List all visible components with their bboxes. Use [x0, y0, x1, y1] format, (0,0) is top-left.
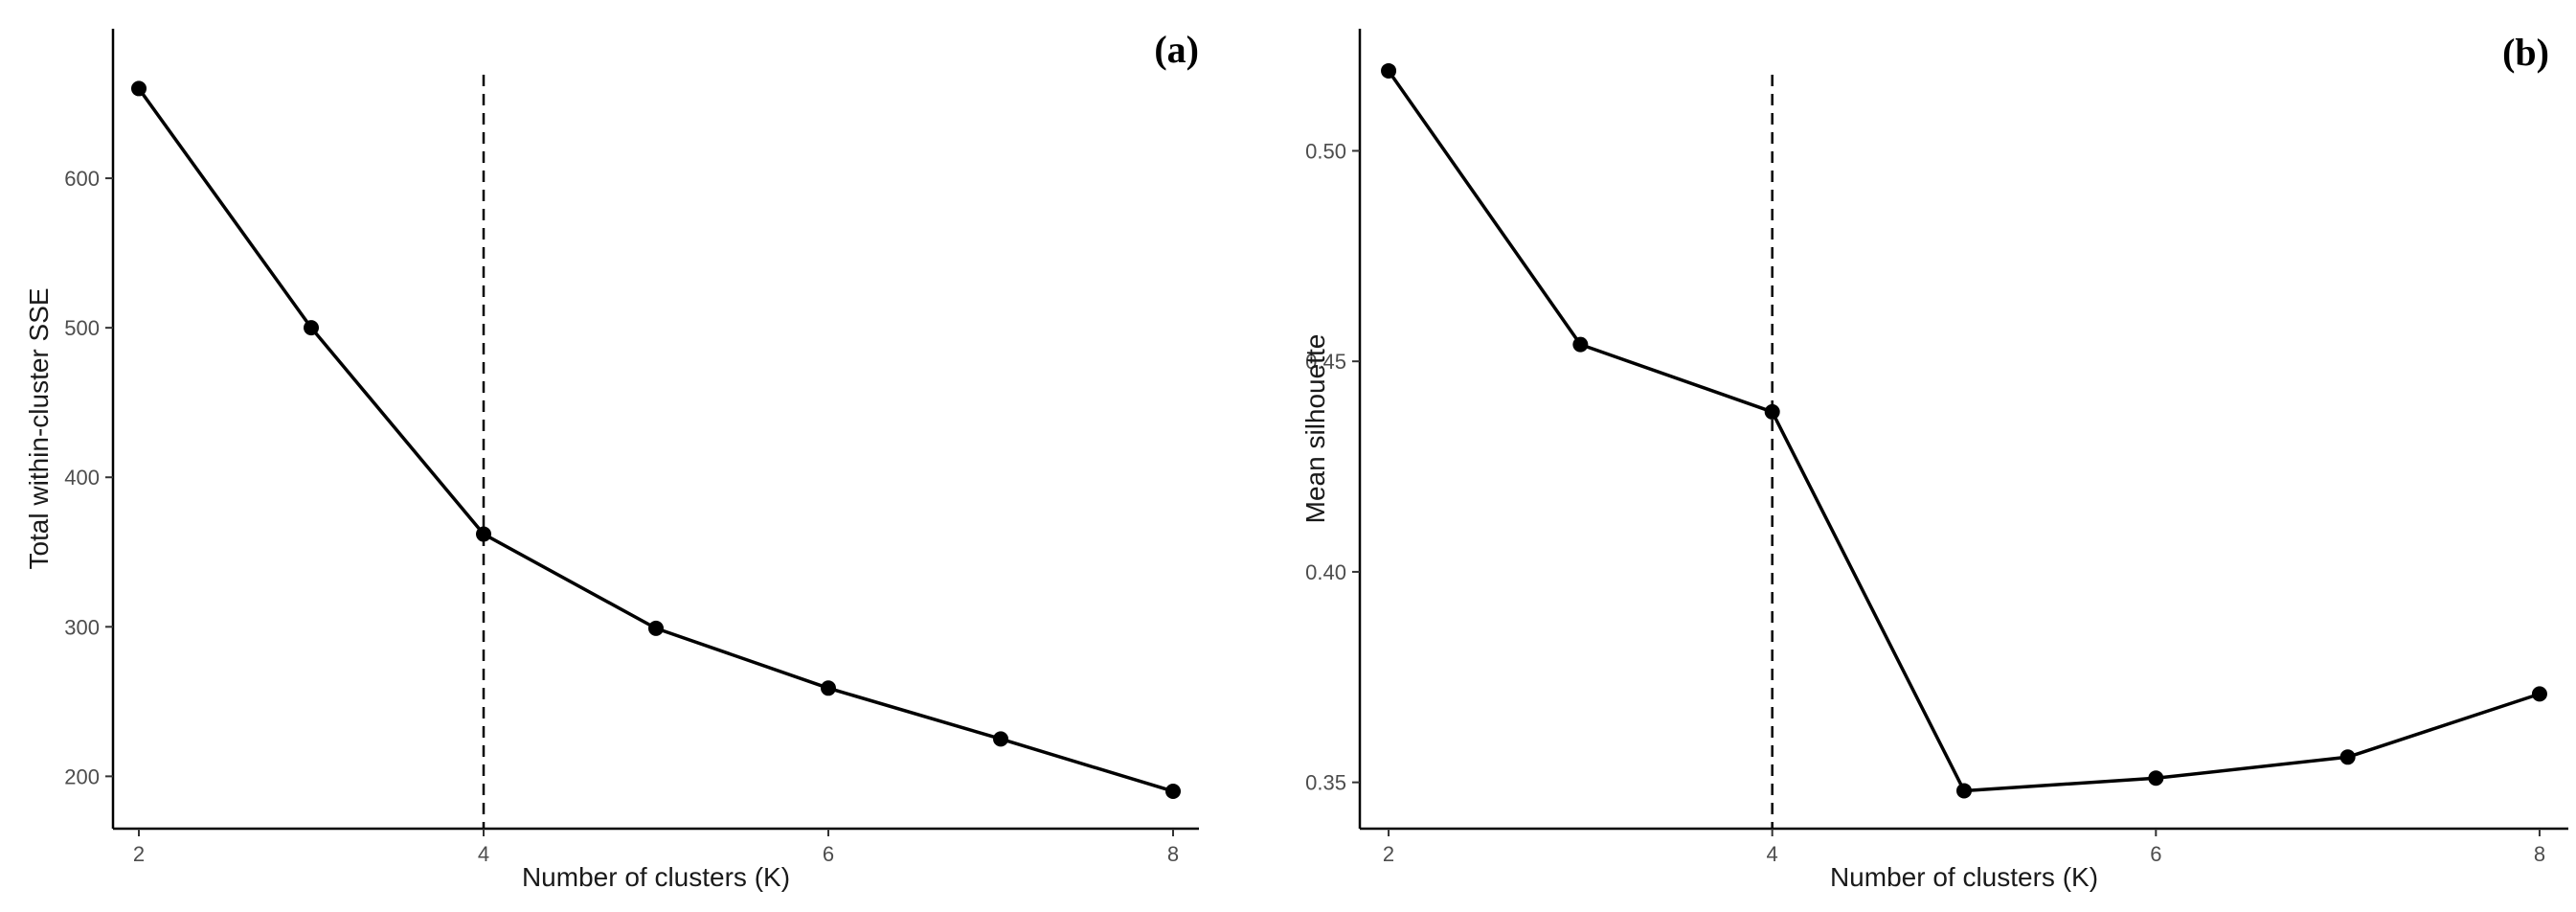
- y-axis-title: Mean silhouette: [1300, 334, 1330, 524]
- x-tick-label: 8: [1167, 842, 1179, 866]
- panel-a-sse-chart: 200 300 400 500 600 2 4 6 8 Number of clusters (K…: [24, 28, 1199, 892]
- data-point: [1956, 783, 1972, 799]
- data-point: [131, 80, 147, 97]
- x-tick-label: 6: [2150, 842, 2161, 866]
- data-point: [1381, 62, 1397, 79]
- x-tick-label: 8: [2534, 842, 2545, 866]
- y-tick-label: 400: [64, 466, 100, 490]
- data-point: [2148, 770, 2164, 787]
- data-point: [1572, 336, 1589, 353]
- data-point: [304, 320, 319, 336]
- data-point: [2339, 749, 2356, 765]
- y-tick-label: 0.45: [1305, 350, 1346, 374]
- x-tick-label: 6: [823, 842, 834, 866]
- y-tick-label: 0.40: [1305, 560, 1346, 584]
- data-point: [1165, 783, 1181, 799]
- y-tick-label: 0.50: [1305, 139, 1346, 163]
- data-point: [993, 731, 1008, 747]
- y-axis-title: Total within-cluster SSE: [24, 287, 54, 569]
- y-tick-label: 500: [64, 316, 100, 340]
- x-axis-title: Number of clusters (K): [522, 862, 790, 892]
- panel-label: (a): [1154, 28, 1199, 71]
- y-tick-label: 200: [64, 764, 100, 788]
- y-tick-label: 600: [64, 167, 100, 191]
- x-axis-title: Number of clusters (K): [1830, 862, 2098, 892]
- series-line: [137, 87, 1174, 793]
- x-tick-label: 2: [133, 842, 145, 866]
- x-tick-label: 4: [1767, 842, 1778, 866]
- data-point: [476, 526, 491, 542]
- panel-label: (b): [2502, 31, 2549, 74]
- data-point: [648, 620, 664, 636]
- series-line: [1387, 69, 2541, 793]
- panel-b-silhouette-chart: 0.35 0.40 0.45 0.50 2 4 6 8 Number of clusters (…: [1300, 29, 2568, 892]
- x-tick-label: 4: [478, 842, 489, 866]
- data-point: [2531, 686, 2547, 702]
- x-tick-label: 2: [1383, 842, 1394, 866]
- y-tick-label: 0.35: [1305, 771, 1346, 795]
- data-point: [821, 680, 836, 696]
- data-point: [1764, 403, 1780, 420]
- y-tick-label: 300: [64, 615, 100, 639]
